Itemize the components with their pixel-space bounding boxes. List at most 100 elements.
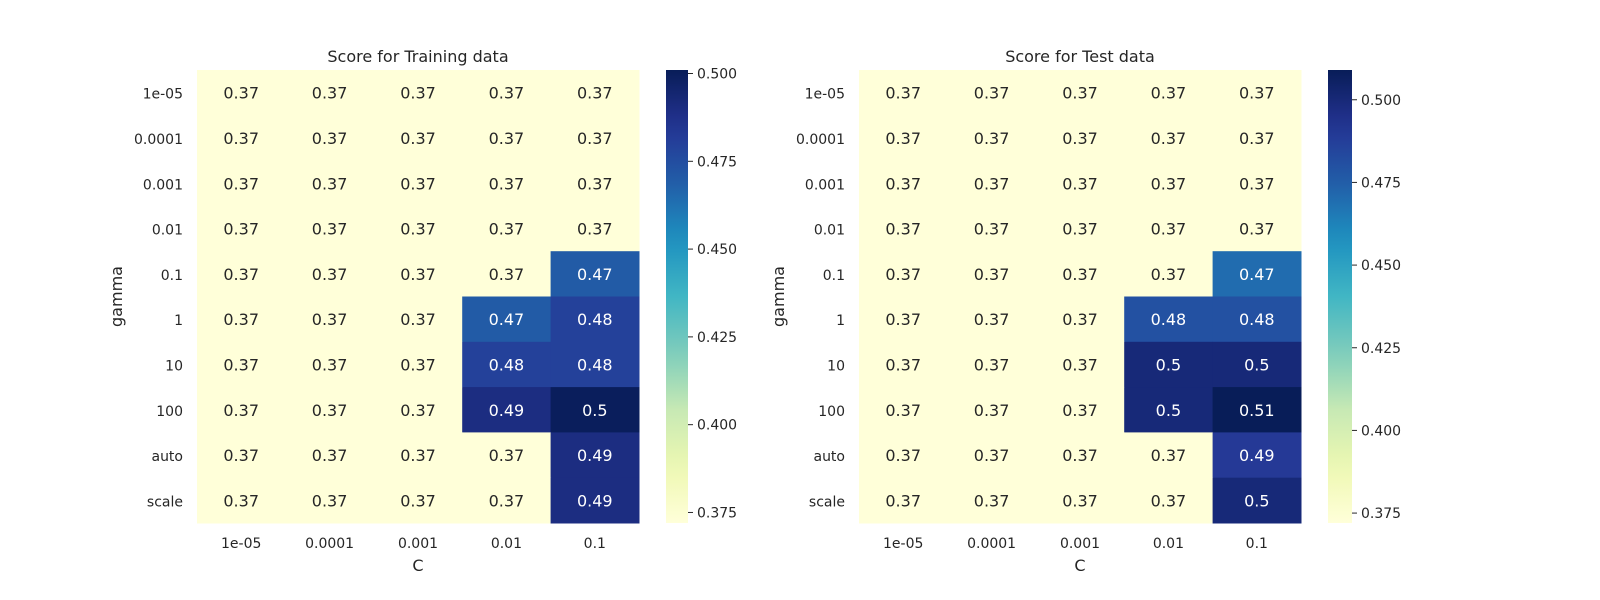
cell-value-label: 0.37 <box>1062 491 1098 510</box>
heatmap-cell <box>1035 296 1125 343</box>
cell-value-label: 0.37 <box>1151 84 1187 103</box>
heatmap-cell <box>550 477 640 524</box>
cell-value-label: 0.37 <box>223 355 259 374</box>
cell-value-label: 0.37 <box>312 174 348 193</box>
heatmap-cell <box>1212 432 1302 479</box>
heatmap-cell <box>462 160 552 207</box>
cell-value-label: 0.37 <box>312 491 348 510</box>
colorbar-tick-label: 0.375 <box>697 505 737 521</box>
heatmap-cell <box>859 160 948 207</box>
heatmap-cell <box>285 387 375 433</box>
cell-value-label: 0.37 <box>1062 310 1098 329</box>
heatmap-cell <box>550 387 640 433</box>
cell-value-label: 0.37 <box>885 84 921 103</box>
colorbar-tick-label: 0.425 <box>697 330 737 346</box>
heatmap-cell <box>550 115 640 162</box>
heatmap-cell <box>462 477 552 524</box>
cell-value-label: 0.37 <box>400 84 436 103</box>
heatmap-cell <box>859 70 948 116</box>
heatmap-cell <box>1035 387 1125 433</box>
heatmap-cell <box>947 205 1037 252</box>
heatmap-cell <box>550 160 640 207</box>
cell-value-label: 0.37 <box>885 220 921 239</box>
chart-title: Score for Test data <box>1005 47 1155 66</box>
colorbar-tick-label: 0.500 <box>1361 93 1401 109</box>
heatmap-cell <box>1035 341 1125 388</box>
cell-value-label: 0.37 <box>1239 84 1275 103</box>
x-tick-label: 0.1 <box>1246 536 1268 552</box>
cell-value-label: 0.37 <box>974 491 1010 510</box>
y-tick-label: 0.0001 <box>796 132 845 148</box>
y-tick-label: auto <box>151 449 183 465</box>
x-tick-label: 0.1 <box>584 536 606 552</box>
cell-value-label: 0.49 <box>489 401 525 420</box>
cell-value-label: 0.37 <box>1062 355 1098 374</box>
colorbar-tick-label: 0.475 <box>1361 175 1401 191</box>
cell-value-label: 0.37 <box>1062 220 1098 239</box>
cell-value-label: 0.37 <box>1151 220 1187 239</box>
heatmap-cell <box>285 70 375 116</box>
heatmap-cell <box>550 296 640 343</box>
heatmap-cell <box>197 477 286 524</box>
cell-value-label: 0.37 <box>1062 129 1098 148</box>
y-tick-label: 0.001 <box>805 177 845 193</box>
heatmap-cell <box>1124 432 1214 479</box>
heatmap-cell <box>1212 70 1302 116</box>
cell-value-label: 0.37 <box>974 265 1010 284</box>
cell-value-label: 0.5 <box>1244 355 1269 374</box>
heatmap-cell <box>373 296 463 343</box>
heatmap-cell <box>1035 432 1125 479</box>
heatmap-cell <box>462 115 552 162</box>
cell-value-label: 0.37 <box>577 220 613 239</box>
heatmap-cell <box>1212 296 1302 343</box>
heatmap-cell <box>462 251 552 297</box>
cell-value-label: 0.37 <box>400 491 436 510</box>
cell-value-label: 0.37 <box>1151 446 1187 465</box>
cell-value-label: 0.37 <box>223 446 259 465</box>
cell-value-label: 0.37 <box>223 401 259 420</box>
heatmap-cell <box>373 477 463 524</box>
cell-value-label: 0.37 <box>312 84 348 103</box>
heatmap-cell <box>373 387 463 433</box>
cell-value-label: 0.47 <box>489 310 525 329</box>
heatmap-cell <box>373 432 463 479</box>
colorbar-tick-label: 0.375 <box>1361 506 1401 522</box>
cell-value-label: 0.48 <box>577 310 613 329</box>
heatmap-cell <box>1035 115 1125 162</box>
heatmap-cell <box>197 432 286 479</box>
heatmap-cell <box>285 477 375 524</box>
heatmap-cell <box>285 115 375 162</box>
heatmap-cell <box>1035 160 1125 207</box>
heatmap-cell <box>1035 70 1125 116</box>
heatmap-cell <box>859 296 948 343</box>
chart-title: Score for Training data <box>327 47 508 66</box>
x-tick-label: 0.0001 <box>967 536 1016 552</box>
cell-value-label: 0.5 <box>1244 491 1269 510</box>
y-tick-label: 0.1 <box>161 268 183 284</box>
heatmap-cell <box>197 70 286 116</box>
colorbar-tick-label: 0.400 <box>1361 423 1401 439</box>
y-tick-label: 0.01 <box>152 223 183 239</box>
colorbar-tick-label: 0.400 <box>697 418 737 434</box>
cell-value-label: 0.37 <box>312 355 348 374</box>
cell-value-label: 0.48 <box>489 355 525 374</box>
cell-value-label: 0.47 <box>577 265 613 284</box>
colorbar-tick-label: 0.475 <box>697 154 737 170</box>
cell-value-label: 0.37 <box>223 265 259 284</box>
cell-value-label: 0.37 <box>489 129 525 148</box>
heatmap-cell <box>462 205 552 252</box>
y-tick-label: 1e-05 <box>143 87 183 103</box>
x-tick-label: 1e-05 <box>221 536 261 552</box>
cell-value-label: 0.37 <box>223 174 259 193</box>
cell-value-label: 0.37 <box>312 310 348 329</box>
heatmap-cell <box>462 70 552 116</box>
y-tick-label: 0.001 <box>143 177 183 193</box>
x-tick-label: 0.01 <box>491 536 522 552</box>
heatmap-cell <box>197 160 286 207</box>
cell-value-label: 0.37 <box>1062 174 1098 193</box>
training-heatmap-panel: 0.37 0.37 0.37 0.37 0.37 0.37 0.37 0.37 0.37 0.37… <box>107 47 737 575</box>
heatmap-cell <box>859 477 948 524</box>
heatmap-cell <box>1212 387 1302 433</box>
y-axis-label: gamma <box>107 266 126 327</box>
cell-value-label: 0.5 <box>1156 401 1181 420</box>
